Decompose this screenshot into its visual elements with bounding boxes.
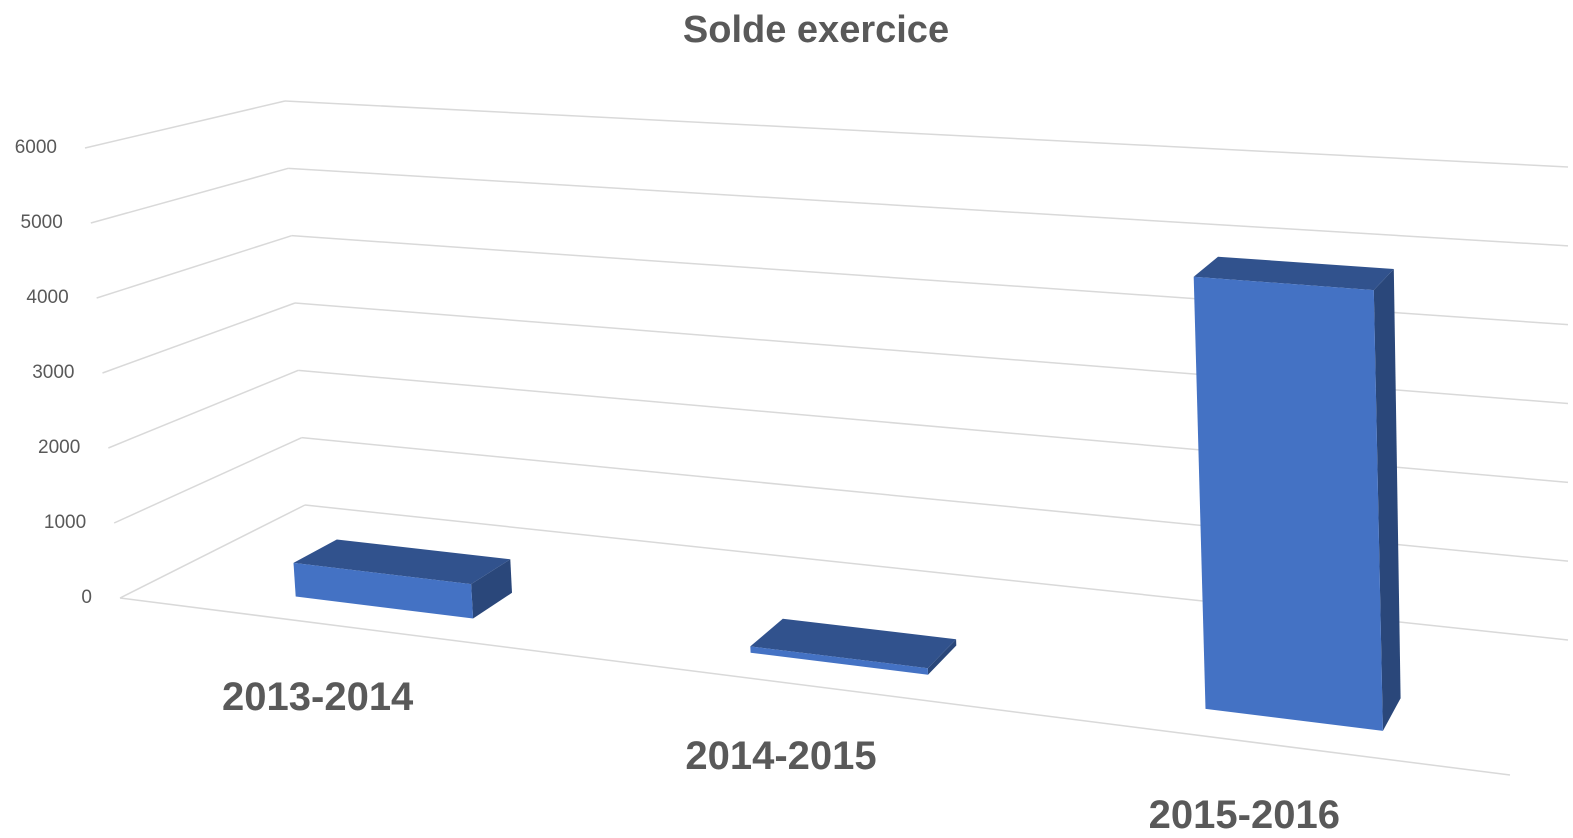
- chart-title: Solde exercice: [683, 9, 949, 51]
- grid-line: [96, 234, 292, 299]
- grid-line: [113, 436, 302, 524]
- y-tick-label: 3000: [32, 362, 74, 383]
- grid-line: [288, 167, 1569, 247]
- y-tick-label: 0: [81, 587, 92, 608]
- bar-side: [927, 639, 957, 675]
- x-tick-label: 2015-2016: [1149, 793, 1340, 837]
- grid-line: [108, 369, 299, 449]
- floor-edge: [119, 597, 1511, 776]
- bar-front: [293, 562, 474, 619]
- y-tick-label: 2000: [38, 437, 80, 458]
- bar-top: [750, 618, 957, 669]
- y-tick-label: 1000: [44, 512, 86, 533]
- bar-front: [1193, 276, 1383, 731]
- bar-front: [750, 646, 928, 675]
- bar-side: [1373, 269, 1401, 731]
- bar-top: [1193, 256, 1394, 291]
- grid-line: [119, 504, 306, 599]
- bar-top: [293, 539, 511, 585]
- y-tick-label: 4000: [26, 287, 68, 308]
- x-tick-label: 2013-2014: [222, 675, 414, 719]
- grid-line: [90, 167, 289, 224]
- x-tick-label: 2014-2015: [685, 734, 876, 778]
- y-tick-label: 6000: [15, 137, 57, 158]
- grid-line: [102, 302, 296, 374]
- bar-side: [471, 559, 512, 619]
- y-tick-label: 5000: [21, 212, 63, 233]
- grid-line: [84, 100, 286, 149]
- grid-line: [284, 100, 1569, 168]
